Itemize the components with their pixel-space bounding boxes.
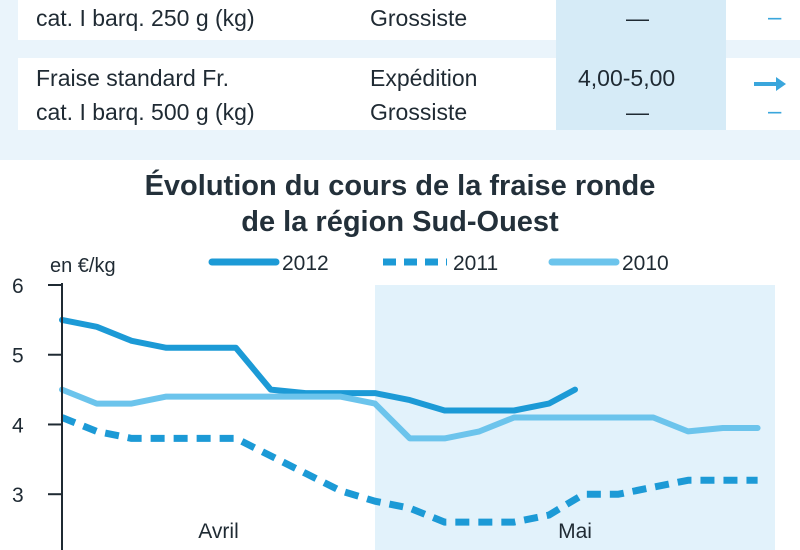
price-value: 4,00-5,00 [578, 65, 676, 91]
legend-label-2010: 2010 [622, 252, 669, 275]
chart-subtitle: de la région Sud-Ouest [241, 206, 559, 238]
chart-title: Évolution du cours de la fraise ronde [144, 170, 656, 202]
legend-label-2012: 2012 [282, 252, 329, 275]
series-layer [59, 316, 761, 526]
arrow-right-icon [754, 77, 786, 91]
product-label: cat. I barq. 500 g (kg) [36, 99, 255, 125]
price-table: cat. I barq. 250 g (kg) Grossiste — – Fr… [0, 0, 800, 160]
stage-label: Grossiste [370, 5, 468, 31]
series-line-2011 [60, 414, 758, 526]
stage-label: Grossiste [370, 99, 468, 125]
stage-label: Expédition [370, 65, 478, 91]
legend: 2012 2011 2010 [208, 252, 669, 275]
trend-value: – [768, 4, 782, 31]
y-tick-label: 5 [12, 345, 24, 368]
axis-layer: Avril Mai 6 5 4 3 en €/kg [12, 255, 592, 550]
y-tick-label: 3 [12, 484, 24, 507]
period-label: Avril [198, 520, 238, 543]
series-line-2012 [59, 316, 578, 414]
period-label: Mai [558, 520, 592, 543]
product-label: cat. I barq. 250 g (kg) [36, 5, 255, 31]
y-tick-label: 6 [12, 275, 24, 298]
price-value: — [626, 99, 649, 125]
y-tick-label: 4 [12, 414, 24, 437]
series-line-2010 [59, 386, 761, 442]
product-label: Fraise standard Fr. [36, 65, 230, 91]
trend-value: – [768, 98, 782, 125]
price-value: — [626, 5, 649, 31]
legend-label-2011: 2011 [453, 252, 498, 275]
price-column [556, 0, 726, 130]
y-axis-label: en €/kg [50, 255, 116, 277]
